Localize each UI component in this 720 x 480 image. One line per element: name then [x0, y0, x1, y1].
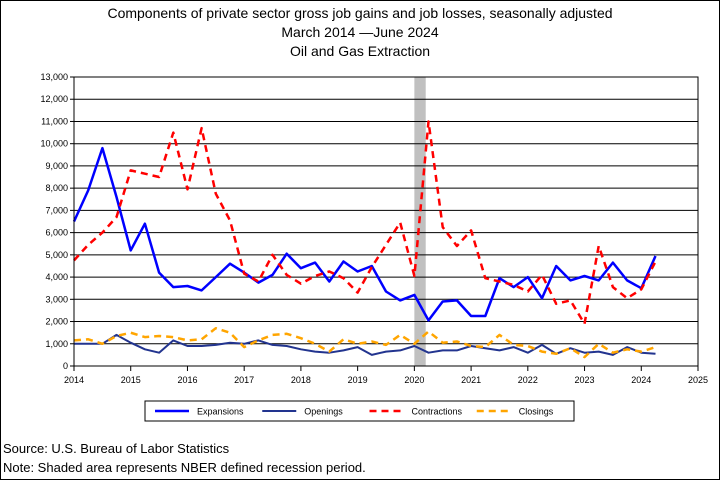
x-tick-label: 2016 — [177, 375, 197, 385]
y-tick-label: 10,000 — [40, 139, 68, 149]
x-tick-label: 2021 — [461, 375, 481, 385]
x-tick-label: 2014 — [64, 375, 84, 385]
y-tick-label: 0 — [63, 361, 68, 371]
series-line-closings — [73, 326, 656, 359]
y-tick-label: 5,000 — [45, 250, 68, 260]
x-tick-label: 2015 — [121, 375, 141, 385]
legend-label: Closings — [519, 407, 554, 417]
x-tick-label: 2017 — [234, 375, 254, 385]
x-tick-label: 2025 — [688, 375, 708, 385]
legend-label: Contractions — [412, 407, 463, 417]
x-tick-label: 2023 — [575, 375, 595, 385]
series-line-expansions — [72, 146, 657, 322]
y-tick-label: 4,000 — [45, 272, 68, 282]
y-tick-label: 12,000 — [40, 94, 68, 104]
y-tick-label: 1,000 — [45, 339, 68, 349]
y-tick-label: 11,000 — [41, 116, 68, 126]
chart-date-range: March 2014 —June 2024 — [281, 24, 439, 40]
y-tick-label: 9,000 — [45, 161, 68, 171]
legend-label: Openings — [304, 407, 343, 417]
y-tick-label: 8,000 — [45, 183, 68, 193]
x-tick-label: 2019 — [348, 375, 368, 385]
x-tick-label: 2020 — [404, 375, 424, 385]
x-tick-label: 2022 — [518, 375, 538, 385]
y-tick-label: 6,000 — [45, 228, 68, 238]
x-tick-label: 2024 — [631, 375, 651, 385]
x-tick-label: 2018 — [291, 375, 311, 385]
y-tick-label: 2,000 — [45, 317, 68, 327]
legend-label: Expansions — [197, 407, 244, 417]
chart-subtitle: Oil and Gas Extraction — [289, 43, 431, 59]
chart-title: Components of private sector gross job g… — [107, 5, 613, 21]
series-line-contractions — [73, 120, 657, 326]
y-tick-label: 7,000 — [45, 205, 68, 215]
plot-border — [73, 76, 699, 367]
y-tick-label: 13,000 — [40, 72, 68, 82]
series-line-openings — [74, 333, 656, 356]
y-tick-label: 3,000 — [45, 294, 68, 304]
source-note: Source: U.S. Bureau of Labor Statistics — [3, 441, 230, 456]
recession-note: Note: Shaded area represents NBER define… — [3, 460, 366, 475]
legend-box — [144, 400, 575, 422]
